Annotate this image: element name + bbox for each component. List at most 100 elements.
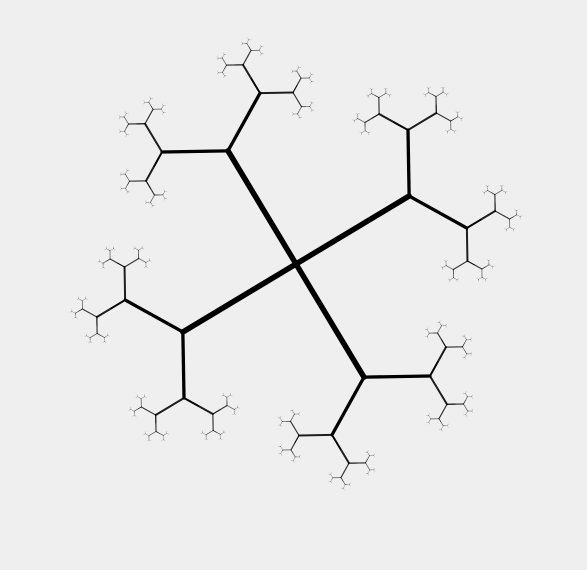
fractal-branch-level-4 [212, 409, 221, 415]
fractal-branch-level-5 [462, 342, 465, 348]
fractal-branch-level-7 [470, 351, 473, 355]
fractal-branch-level-1 [293, 193, 412, 267]
fractal-branch-level-6 [447, 129, 452, 132]
fractal-branch-level-5 [224, 64, 227, 70]
fractal-branch-level-7 [471, 396, 473, 399]
fractal-branch-level-3 [406, 112, 438, 132]
fractal-branch-level-5 [127, 180, 130, 186]
fractal-branch-level-3 [331, 434, 342, 450]
fractal-branch-level-7 [102, 341, 105, 343]
fractal-branch-level-4 [116, 262, 126, 268]
fractal-branch-level-5 [212, 430, 218, 433]
fractal-branch-level-2 [181, 330, 185, 367]
fractal-branch-level-6 [109, 248, 114, 251]
fractal-branch-level-3 [429, 360, 439, 377]
fractal-branch-level-7 [439, 320, 441, 323]
fractal-branch-level-7 [440, 266, 443, 268]
fractal-branch-level-7 [366, 94, 369, 96]
fractal-branch-level-7 [447, 423, 449, 426]
fractal-branch-level-5 [89, 333, 98, 339]
fractal-branch-level-7 [221, 395, 224, 397]
fractal-branches [69, 37, 523, 491]
fractal-branch-level-6 [99, 261, 104, 264]
fractal-branch-level-6 [442, 92, 447, 95]
fractal-branch-level-7 [441, 429, 443, 432]
fractal-branch-level-6 [86, 335, 91, 338]
fractal-branch-level-7 [499, 184, 503, 187]
fractal-branch-level-6 [464, 353, 467, 358]
fractal-branch-level-7 [241, 41, 243, 44]
fractal-branch-level-5 [226, 405, 235, 410]
fractal-branch-level-7 [223, 52, 225, 55]
fractal-branch-level-7 [234, 413, 237, 415]
fractal-branch-level-7 [84, 335, 87, 337]
fractal-branch-level-7 [216, 56, 219, 59]
fractal-branch-level-5 [290, 449, 294, 454]
fractal-branch-level-7 [143, 433, 146, 435]
fractal-branch-level-7 [293, 460, 295, 463]
fractal-branch-level-7 [349, 482, 351, 485]
fractal-branch-level-5 [221, 57, 227, 66]
fractal-branch-level-5 [365, 462, 371, 471]
fractal-branch-level-7 [237, 407, 240, 409]
fractal-branch-level-7 [135, 396, 138, 398]
fractal-branch-level-3 [259, 91, 295, 95]
fractal-branch-level-7 [505, 191, 508, 193]
fractal-branch-level-4 [145, 180, 151, 189]
fractal-branch-level-7 [310, 109, 313, 113]
fractal-branch-level-7 [465, 414, 467, 417]
fractal-branch-level-6 [222, 54, 225, 59]
fractal-branch-level-7 [125, 134, 127, 137]
fractal-branch-level-7 [389, 94, 392, 96]
fractal-branch-level-5 [463, 403, 469, 412]
fractal-branch-level-6 [71, 311, 76, 314]
fractal-branch-level-7 [349, 484, 351, 487]
fractal-branch-level-7 [119, 172, 122, 175]
fractal-branch-level-5 [298, 74, 302, 79]
fractal-branch-level-6 [449, 277, 454, 281]
fractal-branch-level-7 [147, 439, 150, 442]
fractal-branch-level-6 [226, 394, 231, 398]
fractal-branch-level-7 [492, 265, 495, 267]
fractal-branch-level-7 [447, 425, 449, 428]
fractal-branch-level-7 [514, 209, 517, 211]
fractal-branch-level-5 [124, 173, 130, 182]
fractal-branch-level-1 [180, 261, 299, 335]
fractal-branch-level-7 [488, 259, 491, 261]
fractal-branch-level-2 [330, 375, 366, 437]
fractal-branch-level-4 [294, 434, 300, 444]
fractal-branch-level-6 [140, 396, 145, 399]
fractal-branch-level-7 [162, 112, 164, 115]
fractal-branch-level-7 [149, 96, 151, 99]
fractal-branch-level-5 [155, 431, 160, 434]
fractal-branch-level-6 [488, 264, 493, 267]
fractal-branch-level-7 [101, 267, 104, 269]
fractal-branch-level-7 [151, 205, 153, 208]
fractal-branch-level-7 [470, 337, 472, 340]
fractal-branch-level-6 [293, 456, 296, 461]
fractal-branch-level-7 [141, 247, 145, 250]
fractal-branch-level-7 [445, 323, 447, 326]
fractal-branch-level-4 [144, 108, 154, 125]
fractal-branch-level-7 [446, 93, 449, 95]
fractal-branch-level-3 [465, 227, 469, 263]
fractal-branch-level-7 [166, 433, 169, 435]
fractal-branch-level-7 [368, 131, 371, 133]
fractal-branch-level-6 [280, 446, 283, 451]
fractal-branch-level-3 [110, 299, 126, 310]
fractal-branch-level-3 [153, 151, 163, 168]
fractal-branch-level-7 [144, 266, 147, 268]
fractal-branch-level-7 [516, 209, 519, 211]
fractal-branch-level-7 [126, 191, 128, 194]
fractal-branch-level-7 [125, 111, 127, 114]
fractal-branch-level-7 [367, 473, 369, 476]
fractal-branch-level-6 [428, 415, 431, 420]
fractal-branch-level-7 [485, 278, 488, 280]
fractal-branch-level-7 [343, 488, 345, 491]
fractal-branch-level-7 [482, 191, 485, 193]
fractal-branch-level-7 [367, 450, 369, 453]
fractal-branch-level-7 [120, 186, 122, 189]
fractal-branch-level-7 [385, 87, 388, 90]
fractal-branch-level-5 [437, 325, 442, 334]
fractal-branch-level-5 [297, 106, 302, 115]
